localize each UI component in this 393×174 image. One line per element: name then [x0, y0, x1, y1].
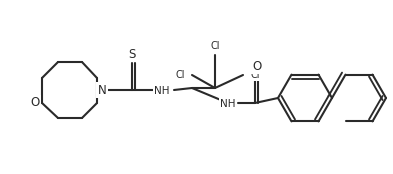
Text: NH: NH [220, 99, 236, 109]
Text: N: N [97, 84, 107, 97]
Text: Cl: Cl [175, 70, 185, 80]
Text: O: O [30, 97, 40, 109]
Text: O: O [252, 60, 262, 73]
Text: NH: NH [154, 86, 170, 96]
Text: Cl: Cl [210, 41, 220, 51]
Text: S: S [128, 48, 136, 61]
Text: Cl: Cl [250, 70, 260, 80]
